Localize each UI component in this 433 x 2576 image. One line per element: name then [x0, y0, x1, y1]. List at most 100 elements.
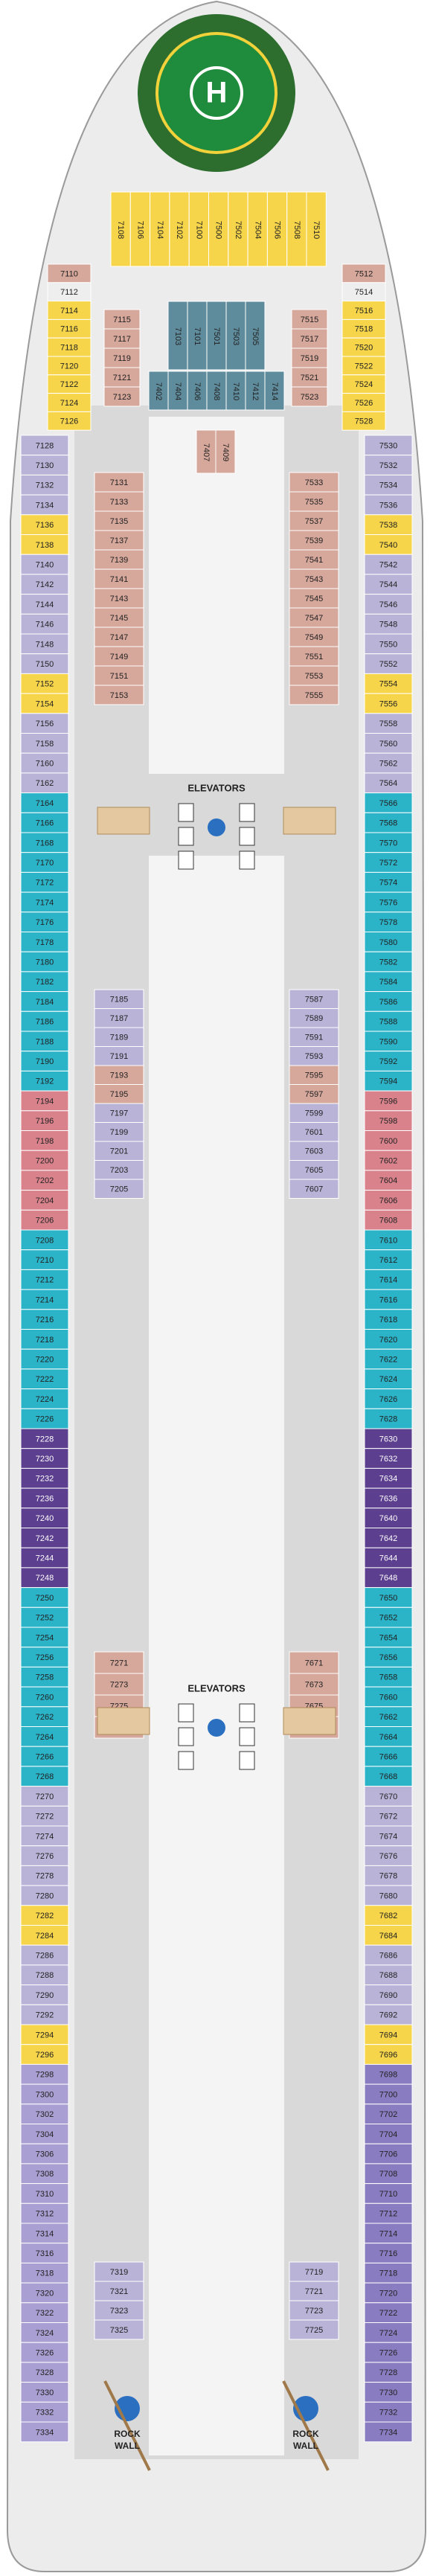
- cabin: [364, 1865, 413, 1886]
- cabin-number: 7522: [355, 362, 373, 371]
- cabin: [289, 685, 339, 705]
- cabin: [20, 455, 69, 475]
- cabin: [94, 2261, 144, 2282]
- cabin-number: 7201: [110, 1147, 128, 1156]
- cabin-number: 7122: [60, 380, 78, 389]
- cabin: [20, 594, 69, 615]
- cabin-number: 7720: [379, 2289, 397, 2298]
- cabin: [364, 2163, 413, 2185]
- cabin-number: 7132: [36, 481, 54, 490]
- cabin-number: 7714: [379, 2229, 397, 2238]
- cabin-number: 7580: [379, 938, 397, 947]
- cabin: [20, 1428, 69, 1449]
- cabin-number: 7719: [305, 2268, 323, 2277]
- cabin: [20, 2262, 69, 2284]
- cabin-number: 7174: [36, 898, 54, 907]
- cabin-number: 7168: [36, 839, 54, 848]
- cabin-number: 7644: [379, 1554, 397, 1563]
- cabin-number: 7610: [379, 1236, 397, 1245]
- cabin: [20, 1229, 69, 1251]
- elevator: [239, 827, 255, 846]
- cabin: [364, 1408, 413, 1429]
- cabin-number: 7666: [379, 1752, 397, 1761]
- cabin: [20, 574, 69, 595]
- cabin-number: 7288: [36, 1971, 54, 1980]
- cabin: [20, 911, 69, 933]
- cabin: [364, 852, 413, 873]
- cabin-number: 7324: [36, 2329, 54, 2338]
- cabin-number: 7332: [36, 2409, 54, 2418]
- cabin-number: 7153: [110, 691, 128, 700]
- cabin-number: 7718: [379, 2269, 397, 2278]
- cabin: [169, 191, 190, 267]
- cabin: [291, 347, 328, 368]
- cabin-number: 7544: [379, 580, 397, 589]
- cabin: [364, 792, 413, 813]
- cabin: [364, 991, 413, 1012]
- cabin: [20, 2124, 69, 2144]
- cabin-number: 7410: [231, 382, 240, 400]
- cabin: [364, 1606, 413, 1628]
- cabin: [167, 301, 188, 371]
- cabin: [20, 693, 69, 714]
- cabin-number: 7274: [36, 1832, 54, 1841]
- cabin: [364, 1984, 413, 2005]
- cabin-number: 7542: [379, 560, 397, 569]
- cabin-number: 7539: [305, 536, 323, 545]
- cabin-number: 7515: [301, 315, 318, 324]
- cabin-number: 7541: [305, 556, 323, 565]
- cabin-number: 7502: [234, 221, 243, 239]
- cabin-number: 7556: [379, 699, 397, 708]
- cabin-number: 7402: [154, 382, 163, 400]
- cabin: [20, 2143, 69, 2165]
- cabin-number: 7630: [379, 1435, 397, 1444]
- cabin: [364, 832, 413, 853]
- cabin-number: 7106: [136, 221, 145, 239]
- cabin: [20, 2342, 69, 2363]
- cabin: [289, 568, 339, 589]
- cabin: [188, 191, 209, 267]
- cabin-number: 7273: [110, 1680, 128, 1689]
- cabin: [94, 549, 144, 570]
- elevator: [178, 1751, 194, 1770]
- cabin: [341, 374, 386, 394]
- cabin: [20, 1448, 69, 1469]
- cabin-number: 7632: [379, 1455, 397, 1464]
- cabin-number: 7100: [194, 221, 203, 239]
- cabin: [291, 386, 328, 407]
- cabin: [364, 932, 413, 952]
- elevator: [178, 803, 194, 822]
- cabin-number: 7414: [270, 382, 279, 400]
- cabin-number: 7600: [379, 1137, 397, 1146]
- cabin: [364, 1010, 413, 1032]
- cabin-number: 7626: [379, 1395, 397, 1404]
- cabin: [20, 2421, 69, 2443]
- cabin-number: 7526: [355, 399, 373, 408]
- cabin-number: 7708: [379, 2170, 397, 2179]
- cabin-number: 7118: [60, 344, 78, 353]
- cabin: [20, 1805, 69, 1827]
- cabin: [364, 2223, 413, 2244]
- cabin: [306, 191, 327, 267]
- cabin: [20, 871, 69, 893]
- cabin-number: 7648: [379, 1574, 397, 1583]
- cabin: [364, 2262, 413, 2284]
- cabin: [20, 2302, 69, 2324]
- stairs: [283, 807, 336, 835]
- helipad: [138, 14, 295, 172]
- cabin: [341, 318, 386, 339]
- cabin-number: 7170: [36, 859, 54, 868]
- rock-wall-label: WALL: [293, 2441, 318, 2451]
- cabin-number: 7500: [214, 221, 223, 239]
- cabin-number: 7540: [379, 541, 397, 550]
- cabin: [289, 1046, 339, 1066]
- cabin-number: 7721: [305, 2287, 323, 2296]
- cabin: [20, 1508, 69, 1529]
- cabin: [94, 627, 144, 647]
- cabin-number: 7587: [305, 996, 323, 1005]
- cabin: [364, 1647, 413, 1667]
- cabin-number: 7110: [60, 269, 78, 278]
- elevator: [239, 850, 255, 870]
- cabin-number: 7292: [36, 2011, 54, 2020]
- cabin: [364, 1329, 413, 1350]
